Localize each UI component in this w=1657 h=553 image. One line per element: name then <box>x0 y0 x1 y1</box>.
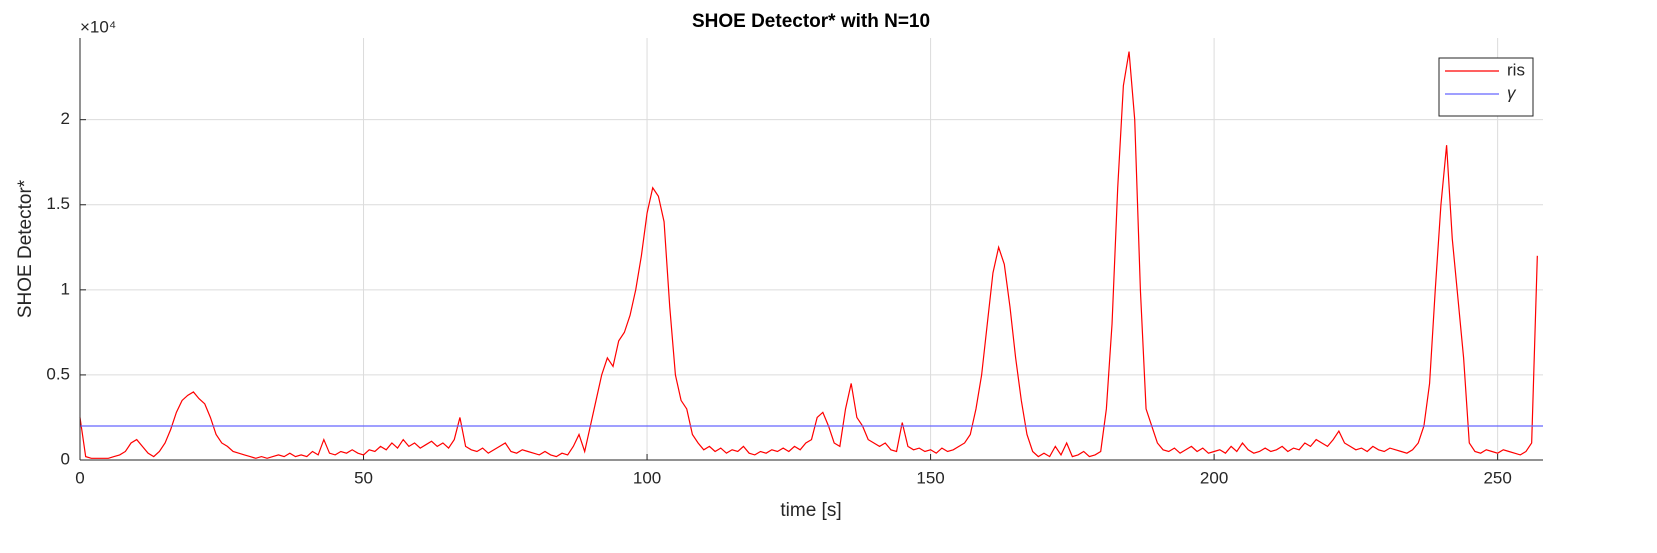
y-tick-label: 0.5 <box>46 364 70 383</box>
legend-label: ris <box>1507 60 1525 79</box>
series-line <box>79 51 1538 459</box>
x-tick-label: 50 <box>354 468 373 487</box>
x-tick-label: 200 <box>1200 468 1228 487</box>
y-multiplier: ×10⁴ <box>80 17 116 36</box>
x-tick-label: 150 <box>916 468 944 487</box>
y-axis-label: SHOE Detector* <box>15 179 36 318</box>
x-axis-label: time [s] <box>780 500 841 521</box>
legend-box <box>1438 57 1534 117</box>
y-tick-label: 0 <box>61 449 70 468</box>
chart-title: SHOE Detector* with N=10 <box>692 11 930 32</box>
x-tick-label: 250 <box>1483 468 1511 487</box>
y-tick-label: 1.5 <box>46 194 70 213</box>
legend-label: γ <box>1507 83 1517 102</box>
y-tick-label: 1 <box>61 279 70 298</box>
y-tick-label: 2 <box>61 109 70 128</box>
x-tick-label: 0 <box>75 468 84 487</box>
x-tick-label: 100 <box>633 468 661 487</box>
